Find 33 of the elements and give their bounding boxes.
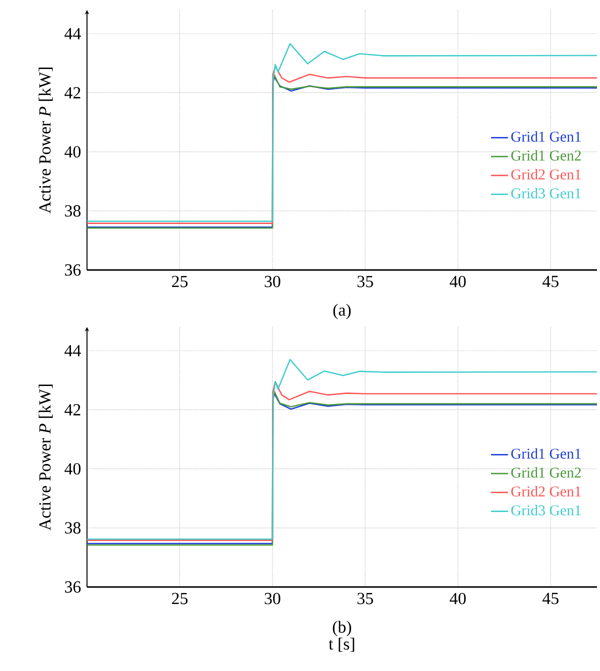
y-tick-label: 38: [65, 522, 81, 534]
x-tick-label: 30: [264, 276, 280, 288]
legend-label: Grid2 Gen1: [511, 486, 581, 496]
y-tick-label: 42: [64, 404, 80, 416]
legend-label: Grid2 Gen1: [511, 168, 581, 180]
y-tick-label: 40: [64, 146, 81, 158]
x-tick-label: 45: [542, 276, 558, 288]
x-tick-label: 30: [264, 592, 280, 604]
y-axis-title: Active Power P [kW]: [38, 384, 53, 530]
y-tick-label: 42: [64, 87, 80, 98]
legend-label: Grid1 Gen1: [511, 448, 581, 459]
x-tick-label: 45: [542, 592, 558, 604]
y-tick-label: 44: [64, 345, 81, 356]
y-tick-label: 38: [65, 205, 81, 217]
x-tick-label: 35: [358, 276, 373, 288]
y-tick-label: 44: [64, 28, 81, 40]
x-tick-label: 35: [358, 592, 373, 604]
x-tick-label: 25: [172, 276, 188, 288]
text: (b): [332, 620, 352, 636]
legend-label: Grid3 Gen1: [511, 504, 581, 516]
x-axis-title: t [s]: [328, 638, 354, 652]
y-tick-label: 36: [65, 581, 81, 593]
text: (a): [333, 304, 351, 320]
y-axis-title: Active Power P [kW]: [38, 68, 53, 214]
x-tick-label: 40: [450, 592, 466, 604]
y-tick-label: 36: [65, 264, 81, 276]
legend-label: Grid1 Gen1: [511, 131, 581, 142]
x-tick-label: 40: [450, 276, 466, 288]
y-tick-label: 40: [64, 463, 81, 475]
legend-label: Grid1 Gen2: [511, 467, 581, 478]
legend-label: Grid3 Gen1: [511, 188, 581, 198]
legend-label: Grid1 Gen2: [511, 150, 581, 161]
x-tick-label: 25: [172, 592, 188, 604]
